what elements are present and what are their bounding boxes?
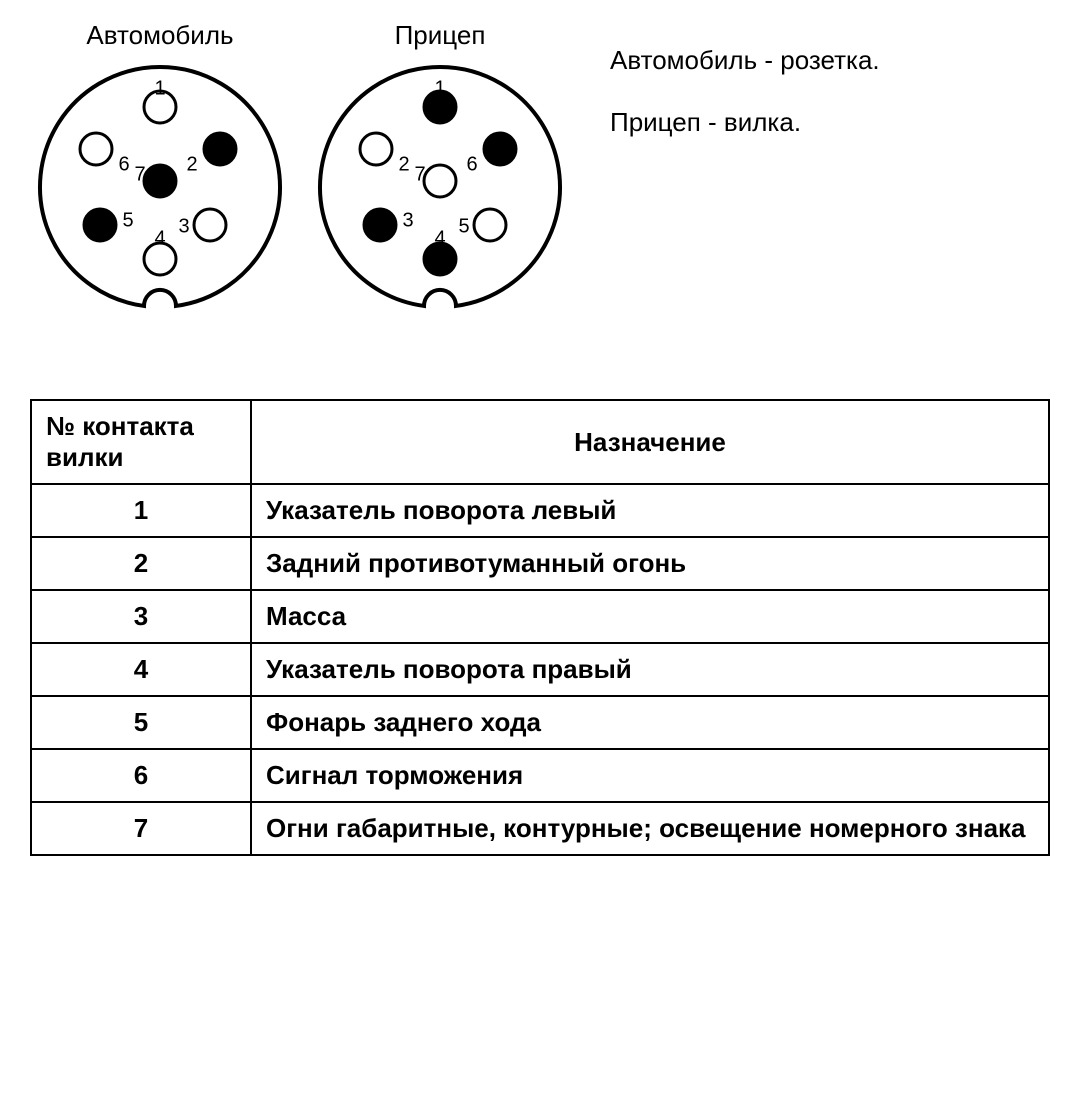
cell-description: Фонарь заднего хода	[251, 696, 1049, 749]
cell-contact-number: 3	[31, 590, 251, 643]
table-row: 3Масса	[31, 590, 1049, 643]
diagram-vehicle-title: Автомобиль	[86, 20, 233, 51]
header-contact-number: № контакта вилки	[31, 400, 251, 484]
legend-line-2: Прицеп - вилка.	[610, 102, 880, 144]
legend-line-1: Автомобиль - розетка.	[610, 40, 880, 82]
diagram-trailer: Прицеп 1 2 345 6 7	[310, 20, 570, 319]
cell-contact-number: 1	[31, 484, 251, 537]
connector-vehicle-svg: 1 2 345 67	[30, 59, 290, 319]
diagram-vehicle: Автомобиль 1 2 345 67	[30, 20, 290, 319]
pin-label: 3	[178, 215, 189, 237]
diagram-trailer-title: Прицеп	[395, 20, 486, 51]
table-row: 7Огни габаритные, контурные; освещение н…	[31, 802, 1049, 855]
cell-description: Указатель поворота правый	[251, 643, 1049, 696]
cell-description: Сигнал торможения	[251, 749, 1049, 802]
pin-label: 4	[154, 227, 165, 249]
pin-label: 7	[134, 163, 145, 185]
pin-circle	[360, 133, 392, 165]
pin-label: 6	[466, 153, 477, 175]
pin-circle	[484, 133, 516, 165]
cell-contact-number: 2	[31, 537, 251, 590]
pin-label: 2	[186, 153, 197, 175]
pin-label: 6	[118, 153, 129, 175]
cell-description: Масса	[251, 590, 1049, 643]
legend-text: Автомобиль - розетка. Прицеп - вилка.	[610, 20, 880, 163]
pin-table: № контакта вилки Назначение 1Указатель п…	[30, 399, 1050, 856]
cell-contact-number: 5	[31, 696, 251, 749]
pin-circle	[204, 133, 236, 165]
table-header-row: № контакта вилки Назначение	[31, 400, 1049, 484]
pin-circle	[194, 209, 226, 241]
pin-circle	[424, 165, 456, 197]
pin-label: 5	[122, 209, 133, 231]
pin-circle	[364, 209, 396, 241]
top-section: Автомобиль 1234567 Прицеп 1234567 Автомо…	[30, 20, 1050, 319]
cell-contact-number: 7	[31, 802, 251, 855]
header-description: Назначение	[251, 400, 1049, 484]
table-row: 1Указатель поворота левый	[31, 484, 1049, 537]
pin-circle	[84, 209, 116, 241]
pin-label: 1	[434, 77, 445, 99]
cell-description: Задний противотуманный огонь	[251, 537, 1049, 590]
pin-circle	[144, 165, 176, 197]
pin-circle	[80, 133, 112, 165]
table-row: 4Указатель поворота правый	[31, 643, 1049, 696]
cell-contact-number: 6	[31, 749, 251, 802]
pin-label: 4	[434, 227, 445, 249]
cell-contact-number: 4	[31, 643, 251, 696]
connector-trailer-svg: 1 2 345 6 7	[310, 59, 570, 319]
pin-label: 3	[402, 209, 413, 231]
pin-label: 1	[154, 77, 165, 99]
cell-description: Огни габаритные, контурные; освещение но…	[251, 802, 1049, 855]
pin-label: 5	[458, 215, 469, 237]
pin-label: 2	[398, 153, 409, 175]
table-row: 5Фонарь заднего хода	[31, 696, 1049, 749]
connector-diagrams: Автомобиль 1234567 Прицеп 1234567	[30, 20, 570, 319]
cell-description: Указатель поворота левый	[251, 484, 1049, 537]
pin-label: 7	[414, 163, 425, 185]
table-row: 6Сигнал торможения	[31, 749, 1049, 802]
table-row: 2Задний противотуманный огонь	[31, 537, 1049, 590]
pin-circle	[474, 209, 506, 241]
